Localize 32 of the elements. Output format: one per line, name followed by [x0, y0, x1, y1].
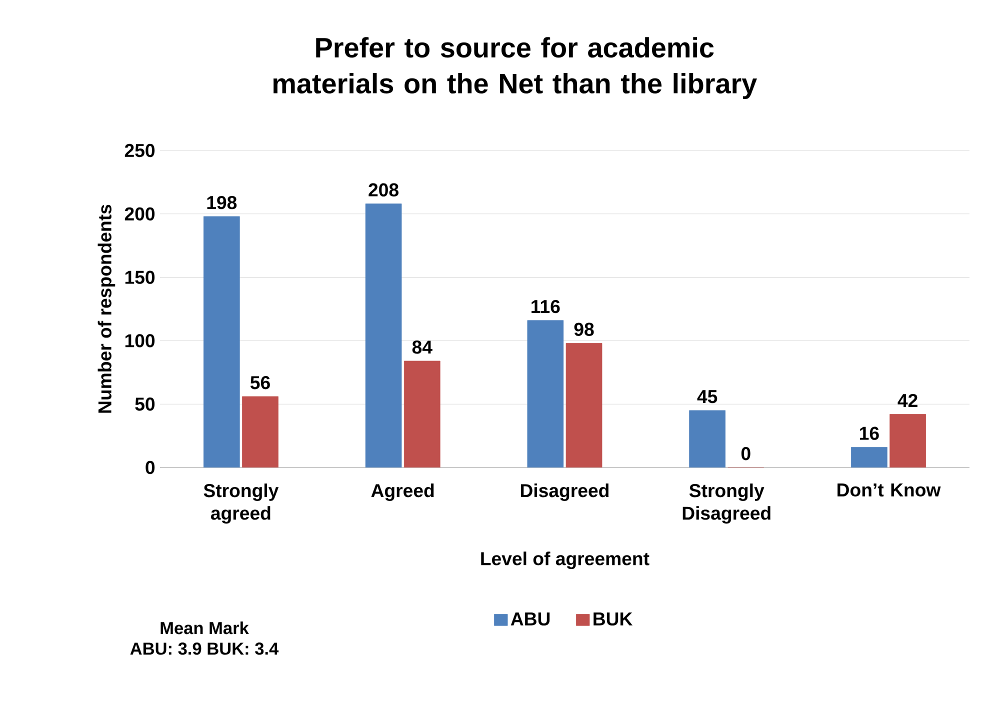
data-label: 98	[574, 322, 594, 336]
x-tick-label: Disagreed	[520, 484, 608, 502]
data-label: 116	[532, 300, 560, 314]
x-tick-label: Strongly Disagreed	[682, 484, 770, 524]
data-label: 45	[697, 390, 718, 404]
text: Mean Mark	[160, 622, 249, 634]
y-axis-title: Number of respondents	[98, 205, 116, 413]
x-tick-label: Agreed	[371, 484, 434, 502]
bar	[242, 396, 278, 468]
y-tick-label: 250	[124, 144, 155, 158]
data-label: 42	[898, 394, 918, 408]
x-tick-label: Strongly agreed	[204, 484, 279, 524]
data-label: 84	[412, 340, 432, 354]
data-label: 0	[741, 447, 750, 460]
chart-title: Prefer to source for academic materials on the Net than the library	[273, 37, 757, 100]
text: ABU: 3.9 BUK: 3.4	[130, 642, 279, 656]
bar	[890, 414, 926, 468]
data-label: 208	[368, 184, 398, 197]
data-label: 16	[860, 426, 879, 440]
data-label: 56	[250, 376, 270, 390]
legend-label: ABU	[510, 612, 550, 626]
bar	[404, 361, 440, 468]
x-tick-label: Don’t Know	[838, 484, 941, 497]
legend-label: BUK	[594, 612, 633, 626]
data-label: 198	[207, 196, 237, 210]
y-tick-label: 0	[146, 461, 155, 474]
y-tick-label: 200	[124, 208, 155, 221]
bar	[566, 343, 602, 468]
y-tick-label: 50	[135, 398, 155, 411]
y-tick-label: 150	[125, 270, 155, 284]
x-axis-title: Level of agreement	[481, 552, 650, 570]
y-tick-label: 100	[125, 334, 155, 348]
